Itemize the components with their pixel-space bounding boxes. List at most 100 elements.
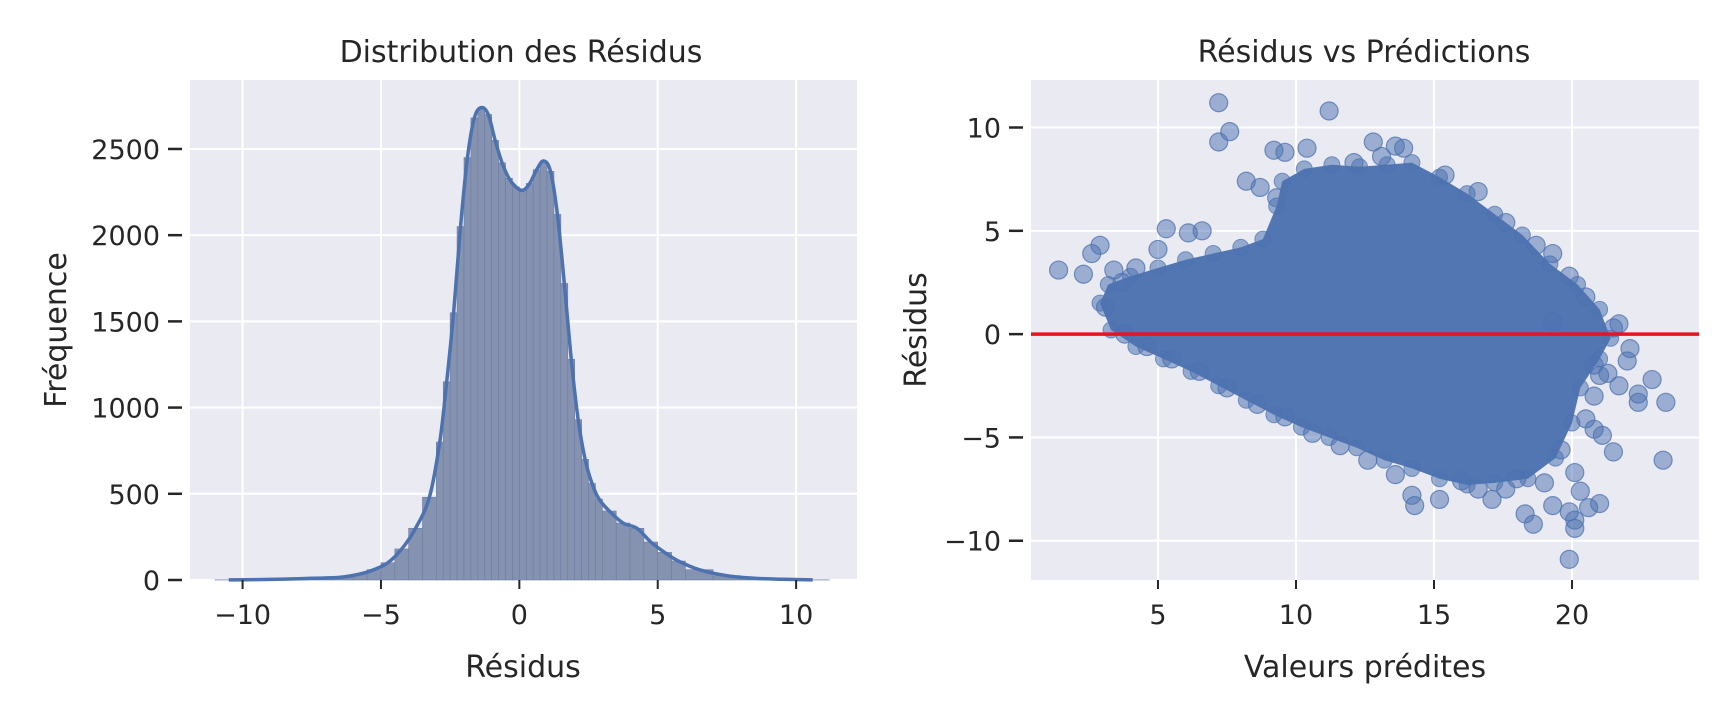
histogram-bar (499, 163, 506, 580)
scatter-point (1218, 379, 1236, 397)
histogram-bar (485, 114, 492, 580)
scatter-point (1566, 519, 1584, 537)
histogram-bar (616, 523, 630, 580)
x-tick-label: 15 (1417, 600, 1451, 631)
y-tick-label: −10 (944, 527, 1001, 558)
scatter-x-ticks: 5 10 15 20 (1149, 580, 1589, 631)
scatter-point (1657, 393, 1675, 411)
histogram-bar (602, 511, 616, 580)
scatter-point (1654, 451, 1672, 469)
scatter-point (1406, 497, 1424, 515)
x-tick-label: 10 (1279, 600, 1313, 631)
x-tick-label: 5 (1149, 600, 1166, 631)
scatter-point (1376, 452, 1392, 468)
x-tick-label: −10 (214, 600, 271, 631)
scatter-point (1629, 393, 1647, 411)
scatter-point (1150, 260, 1166, 276)
scatter-point (1276, 143, 1294, 161)
histogram-bar (547, 171, 554, 580)
scatter-point (1210, 94, 1228, 112)
scatter-point (1331, 437, 1349, 455)
histogram-bar (471, 118, 478, 580)
scatter-point (1497, 214, 1515, 232)
y-tick-label: 5 (984, 217, 1001, 248)
scatter-point (1386, 137, 1404, 155)
scatter-point (1345, 154, 1363, 172)
y-tick-label: 1000 (91, 394, 160, 425)
scatter-point (1074, 265, 1092, 283)
scatter-point (1432, 471, 1448, 487)
y-tick-label: 1500 (91, 307, 160, 338)
scatter-point (1190, 362, 1208, 380)
x-tick-label: 10 (779, 600, 813, 631)
scatter-point (1163, 350, 1181, 368)
scatter-point (1577, 288, 1595, 306)
scatter-point (1469, 183, 1487, 201)
scatter-point (1469, 480, 1487, 498)
histogram-bar (589, 483, 596, 580)
scatter-point (1453, 472, 1471, 490)
y-tick-label: 2000 (91, 221, 160, 252)
histogram-bar (492, 140, 499, 580)
scatter-y-axis-label: Résidus (899, 272, 934, 388)
scatter-point (1621, 340, 1639, 358)
scatter-point (1585, 387, 1603, 405)
scatter-point (1544, 245, 1562, 263)
scatter-point (1193, 222, 1211, 240)
scatter-point (1524, 515, 1542, 533)
scatter-x-axis-label: Valeurs prédites (1244, 650, 1486, 685)
scatter-point (1178, 252, 1194, 268)
scatter-point (1591, 366, 1609, 384)
scatter-point (1527, 236, 1545, 254)
scatter-point (1157, 220, 1175, 238)
histogram-bar (478, 108, 485, 580)
scatter-point (1544, 497, 1562, 515)
scatter-point (1552, 441, 1570, 459)
scatter-point (1320, 102, 1338, 120)
histogram-bar (457, 227, 464, 580)
scatter-point (1604, 443, 1622, 461)
y-tick-label: 10 (967, 114, 1001, 145)
scatter-point (1298, 139, 1316, 157)
scatter-point (1233, 239, 1249, 255)
y-tick-label: −5 (961, 423, 1001, 454)
histogram-bar (464, 158, 471, 580)
scatter-point (1560, 550, 1578, 568)
histogram-y-axis-label: Fréquence (39, 252, 74, 408)
scatter-point (1296, 161, 1312, 177)
scatter-point (1324, 157, 1340, 173)
scatter-point (1255, 231, 1271, 247)
scatter-point (1544, 313, 1562, 331)
x-tick-label: 0 (511, 600, 528, 631)
histogram-title: Distribution des Résidus (340, 35, 703, 70)
scatter-point (1205, 246, 1221, 262)
histogram-bar (554, 214, 561, 580)
y-tick-label: 500 (108, 480, 160, 511)
scatter-point (1508, 470, 1526, 488)
histogram-bar (526, 183, 533, 580)
scatter-point (1091, 236, 1109, 254)
scatter-point (1274, 173, 1290, 189)
scatter-point (1251, 178, 1269, 196)
y-tick-label: 0 (984, 320, 1001, 351)
histogram-x-axis-label: Résidus (465, 650, 581, 685)
y-tick-label: 2500 (91, 135, 160, 166)
scatter-point (1560, 267, 1578, 285)
x-tick-label: 20 (1555, 600, 1589, 631)
scatter-point (1359, 451, 1377, 469)
scatter-point (1535, 474, 1553, 492)
scatter-point (1149, 240, 1167, 258)
histogram-bar (582, 459, 589, 580)
scatter-point (1248, 395, 1266, 413)
scatter-point (1571, 482, 1589, 500)
scatter-y-ticks: −10 −5 0 5 10 (944, 114, 1023, 558)
scatter-point (1591, 495, 1609, 513)
histogram-bar (540, 161, 547, 580)
scatter-point (1113, 273, 1131, 291)
scatter-point (1610, 315, 1628, 333)
scatter-point (1577, 410, 1595, 428)
histogram-bar (506, 178, 513, 580)
